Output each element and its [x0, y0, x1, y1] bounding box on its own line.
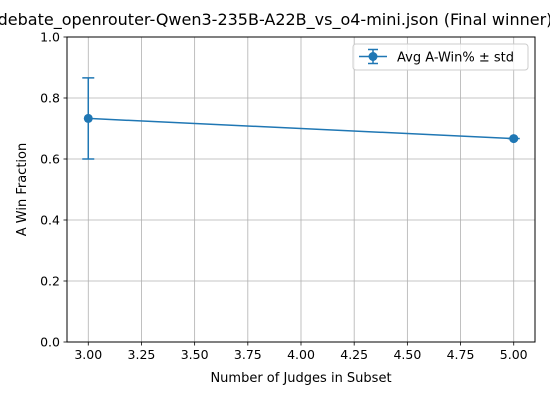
data-point — [509, 134, 519, 144]
legend-label: Avg A-Win% ± std — [397, 51, 514, 66]
y-tick-label: 0.4 — [40, 213, 60, 228]
series-line — [88, 117, 514, 140]
ticks: 3.00 3.25 3.50 3.75 4.00 4.25 4.50 4.75 5.00 0.0 0… — [40, 30, 528, 363]
x-tick-label: 3.25 — [128, 347, 156, 362]
y-tick-label: 1.0 — [40, 30, 60, 45]
x-tick-label: 4.25 — [340, 347, 368, 362]
x-tick-label: 3.75 — [234, 347, 262, 362]
x-tick-label: 4.00 — [287, 347, 315, 362]
x-tick-label: 3.00 — [74, 347, 102, 362]
legend-point — [368, 52, 378, 61]
x-tick-label: 4.50 — [393, 347, 421, 362]
y-tick-label: 0.0 — [40, 335, 60, 350]
y-axis-label: A Win Fraction — [15, 143, 30, 236]
data-point — [83, 113, 93, 123]
x-tick-label: 3.50 — [181, 347, 209, 362]
legend-marker — [359, 48, 387, 65]
x-tick-label: 4.75 — [447, 347, 475, 362]
y-tick-label: 0.6 — [40, 152, 60, 167]
x-tick-label: 5.00 — [500, 347, 528, 362]
y-tick-label: 0.8 — [40, 91, 60, 106]
series-layer — [82, 77, 520, 160]
chart-title: debate_openrouter-Qwen3-235B-A22B_vs_o4-… — [0, 10, 550, 30]
x-axis-label: Number of Judges in Subset — [210, 371, 391, 386]
y-tick-label: 0.2 — [40, 274, 60, 289]
legend-box — [352, 43, 529, 71]
legend: Avg A-Win% ± std — [352, 43, 529, 71]
